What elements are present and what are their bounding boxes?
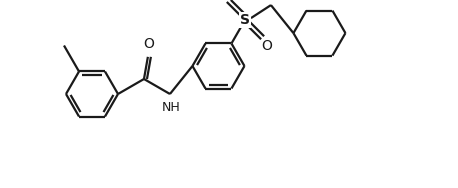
Text: S: S bbox=[240, 13, 250, 27]
Text: O: O bbox=[143, 37, 154, 51]
Text: O: O bbox=[262, 39, 273, 53]
Text: NH: NH bbox=[162, 101, 180, 114]
